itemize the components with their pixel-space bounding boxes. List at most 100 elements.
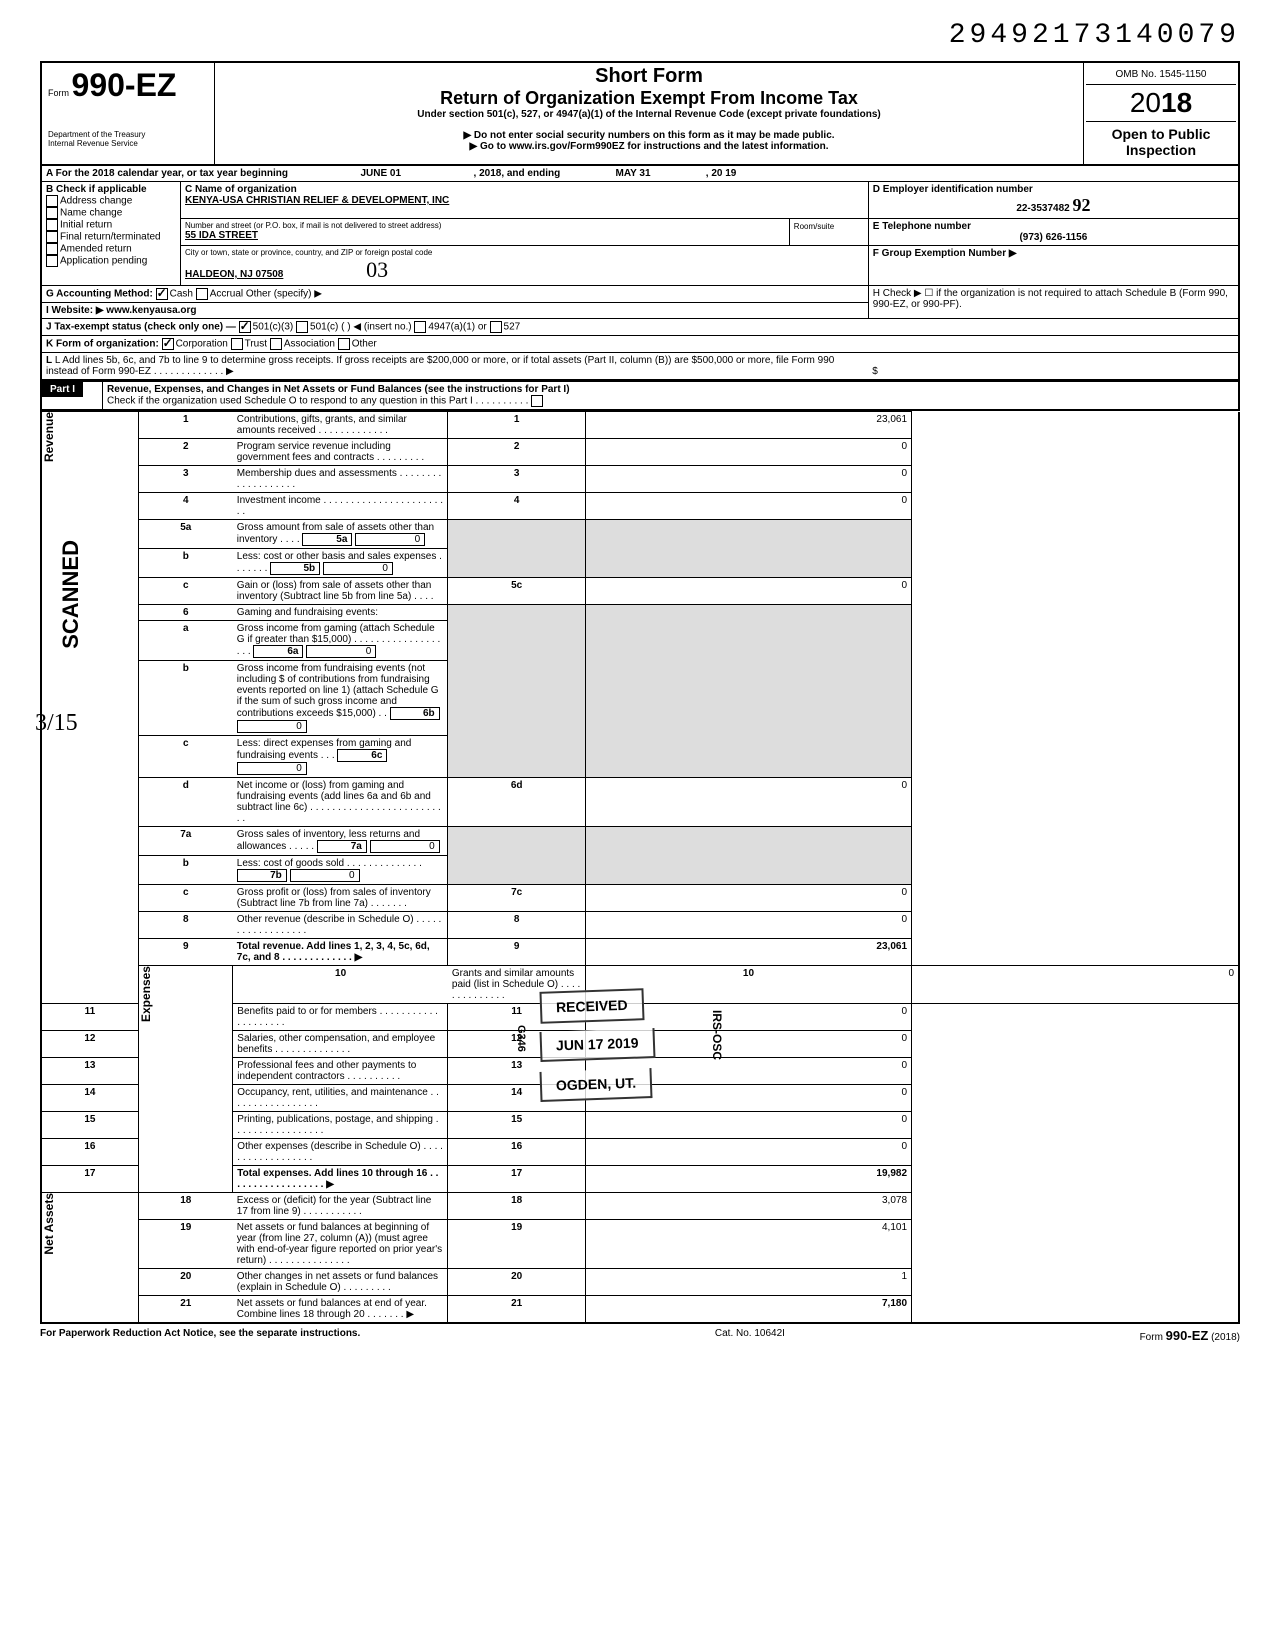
chk-assoc[interactable] — [270, 338, 282, 350]
received-loc-stamp: OGDEN, UT. — [540, 1068, 653, 1102]
line-18-text: Excess or (deficit) for the year (Subtra… — [233, 1193, 448, 1220]
website-value: www.kenyausa.org — [106, 305, 196, 316]
chk-final-return[interactable] — [46, 231, 58, 243]
chk-name-change[interactable] — [46, 207, 58, 219]
i-label: I Website: ▶ — [46, 305, 104, 316]
line-7b-sv: 0 — [290, 869, 360, 882]
chk-4947[interactable] — [414, 321, 426, 333]
side-revenue-label: Revenue — [42, 412, 56, 462]
line-12-text: Salaries, other compensation, and employ… — [233, 1031, 448, 1058]
line-19-text: Net assets or fund balances at beginning… — [233, 1220, 448, 1269]
irs-osc-stamp: IRS-OSC — [710, 1010, 724, 1060]
line-15-val: 0 — [585, 1112, 911, 1139]
chk-amended[interactable] — [46, 243, 58, 255]
line-16-val: 0 — [585, 1139, 911, 1166]
short-form-title: Short Form — [221, 65, 1077, 88]
received-text: RECEIVED — [556, 997, 628, 1015]
section-k: K Form of organization: Corporation Trus… — [41, 336, 1239, 353]
document-id: 29492173140079 — [40, 20, 1240, 51]
year-bold: 18 — [1161, 87, 1192, 118]
chk-address-change[interactable] — [46, 195, 58, 207]
line-6d-val: 0 — [585, 778, 911, 827]
line-9-val: 23,061 — [585, 939, 911, 966]
line-20-val: 1 — [585, 1269, 911, 1296]
chk-501c[interactable] — [296, 321, 308, 333]
chk-accrual[interactable] — [196, 288, 208, 300]
line-7b-ref: 7b — [237, 869, 287, 882]
warn-ssn: ▶ Do not enter social security numbers o… — [221, 130, 1077, 141]
line-3-val: 0 — [585, 466, 911, 493]
received-loc: OGDEN, UT. — [556, 1075, 637, 1094]
line-6b-sv: 0 — [237, 720, 307, 733]
g-label: G Accounting Method: — [46, 289, 153, 300]
row-a-mid: , 2018, and ending — [474, 168, 561, 179]
g-other: Other (specify) ▶ — [246, 289, 322, 300]
line-1-text: Contributions, gifts, grants, and simila… — [233, 412, 448, 439]
part1-header-table: Part I Revenue, Expenses, and Changes in… — [40, 381, 1240, 411]
line-6-text: Gaming and fundraising events: — [233, 605, 448, 621]
chk-527[interactable] — [490, 321, 502, 333]
row-a: A For the 2018 calendar year, or tax yea… — [41, 165, 1239, 182]
line-15-text: Printing, publications, postage, and shi… — [233, 1112, 448, 1139]
opt-final-return: Final return/terminated — [60, 232, 161, 243]
footer-right: Form 990-EZ (2018) — [1140, 1328, 1240, 1343]
line-21-val: 7,180 — [585, 1296, 911, 1324]
section-d: D Employer identification number 22-3537… — [868, 182, 1239, 219]
line-4-text: Investment income . . . . . . . . . . . … — [233, 493, 448, 520]
section-g: G Accounting Method: Cash Accrual Other … — [41, 286, 868, 303]
form-number-cell: Form 990-EZ Department of the Treasury I… — [42, 63, 215, 164]
form-header: Form 990-EZ Department of the Treasury I… — [40, 61, 1240, 164]
k-other: Other — [352, 339, 377, 350]
side-expenses: Expenses — [138, 966, 233, 1193]
opt-address-change: Address change — [60, 196, 132, 207]
chk-app-pending[interactable] — [46, 255, 58, 267]
opt-amended: Amended return — [60, 244, 132, 255]
c-label: C Name of organization — [185, 184, 864, 195]
addr-label: Number and street (or P.O. box, if mail … — [185, 221, 785, 230]
line-16-text: Other expenses (describe in Schedule O) … — [233, 1139, 448, 1166]
line-5c-val: 0 — [585, 578, 911, 605]
section-f: F Group Exemption Number ▶ — [868, 246, 1239, 286]
side-exp-label: Expenses — [139, 966, 153, 1022]
j-4947: 4947(a)(1) or — [428, 322, 486, 333]
lines-table: Revenue 1 Contributions, gifts, grants, a… — [40, 411, 1240, 1324]
room-suite: Room/suite — [789, 219, 868, 246]
f-label: F Group Exemption Number ▶ — [873, 248, 1017, 259]
section-c-name: C Name of organization KENYA-USA CHRISTI… — [181, 182, 869, 219]
opt-name-change: Name change — [60, 208, 122, 219]
line-5b-row: Less: cost or other basis and sales expe… — [233, 549, 448, 578]
chk-schedule-o[interactable] — [531, 395, 543, 407]
year-cell: OMB No. 1545-1150 2018 Open to Public In… — [1083, 63, 1238, 164]
e-label: E Telephone number — [873, 221, 1234, 232]
chk-trust[interactable] — [231, 338, 243, 350]
phone-value: (973) 626-1156 — [873, 232, 1234, 243]
part1-tab: Part I — [41, 382, 103, 411]
hand-315: 3/15 — [35, 710, 78, 737]
side-revenue: Revenue — [41, 412, 138, 1004]
line-7c-text: Gross profit or (loss) from sales of inv… — [233, 885, 448, 912]
side-net-label: Net Assets — [42, 1193, 56, 1255]
title-cell: Short Form Return of Organization Exempt… — [215, 63, 1083, 164]
tax-year: 2018 — [1086, 85, 1236, 121]
line-6c-ref: 6c — [337, 749, 387, 762]
chk-cash[interactable] — [156, 288, 168, 300]
line-5a-sv: 0 — [355, 533, 425, 546]
line-5c-text: Gain or (loss) from sale of assets other… — [233, 578, 448, 605]
chk-corp[interactable] — [162, 338, 174, 350]
row-a-end-yr: 19 — [725, 168, 736, 179]
line-5a-ref: 5a — [302, 533, 352, 546]
chk-501c3[interactable] — [239, 321, 251, 333]
line-6c-sv: 0 — [237, 762, 307, 775]
line-7b-row: Less: cost of goods sold . . . . . . . .… — [233, 856, 448, 885]
chk-initial-return[interactable] — [46, 219, 58, 231]
k-trust: Trust — [245, 339, 267, 350]
j-527: 527 — [504, 322, 521, 333]
room-label: Room/suite — [794, 222, 834, 231]
side-net-assets: Net Assets — [41, 1193, 138, 1324]
line-7b-text: Less: cost of goods sold . . . . . . . .… — [237, 858, 422, 869]
ein-value: 22-3537482 — [1016, 203, 1069, 214]
l-label: L Add lines 5b, 6c, and 7b to line 9 to … — [46, 355, 834, 377]
row-a-label: A For the 2018 calendar year, or tax yea… — [46, 168, 288, 179]
part1-title: Part I — [42, 382, 83, 397]
chk-other-org[interactable] — [338, 338, 350, 350]
